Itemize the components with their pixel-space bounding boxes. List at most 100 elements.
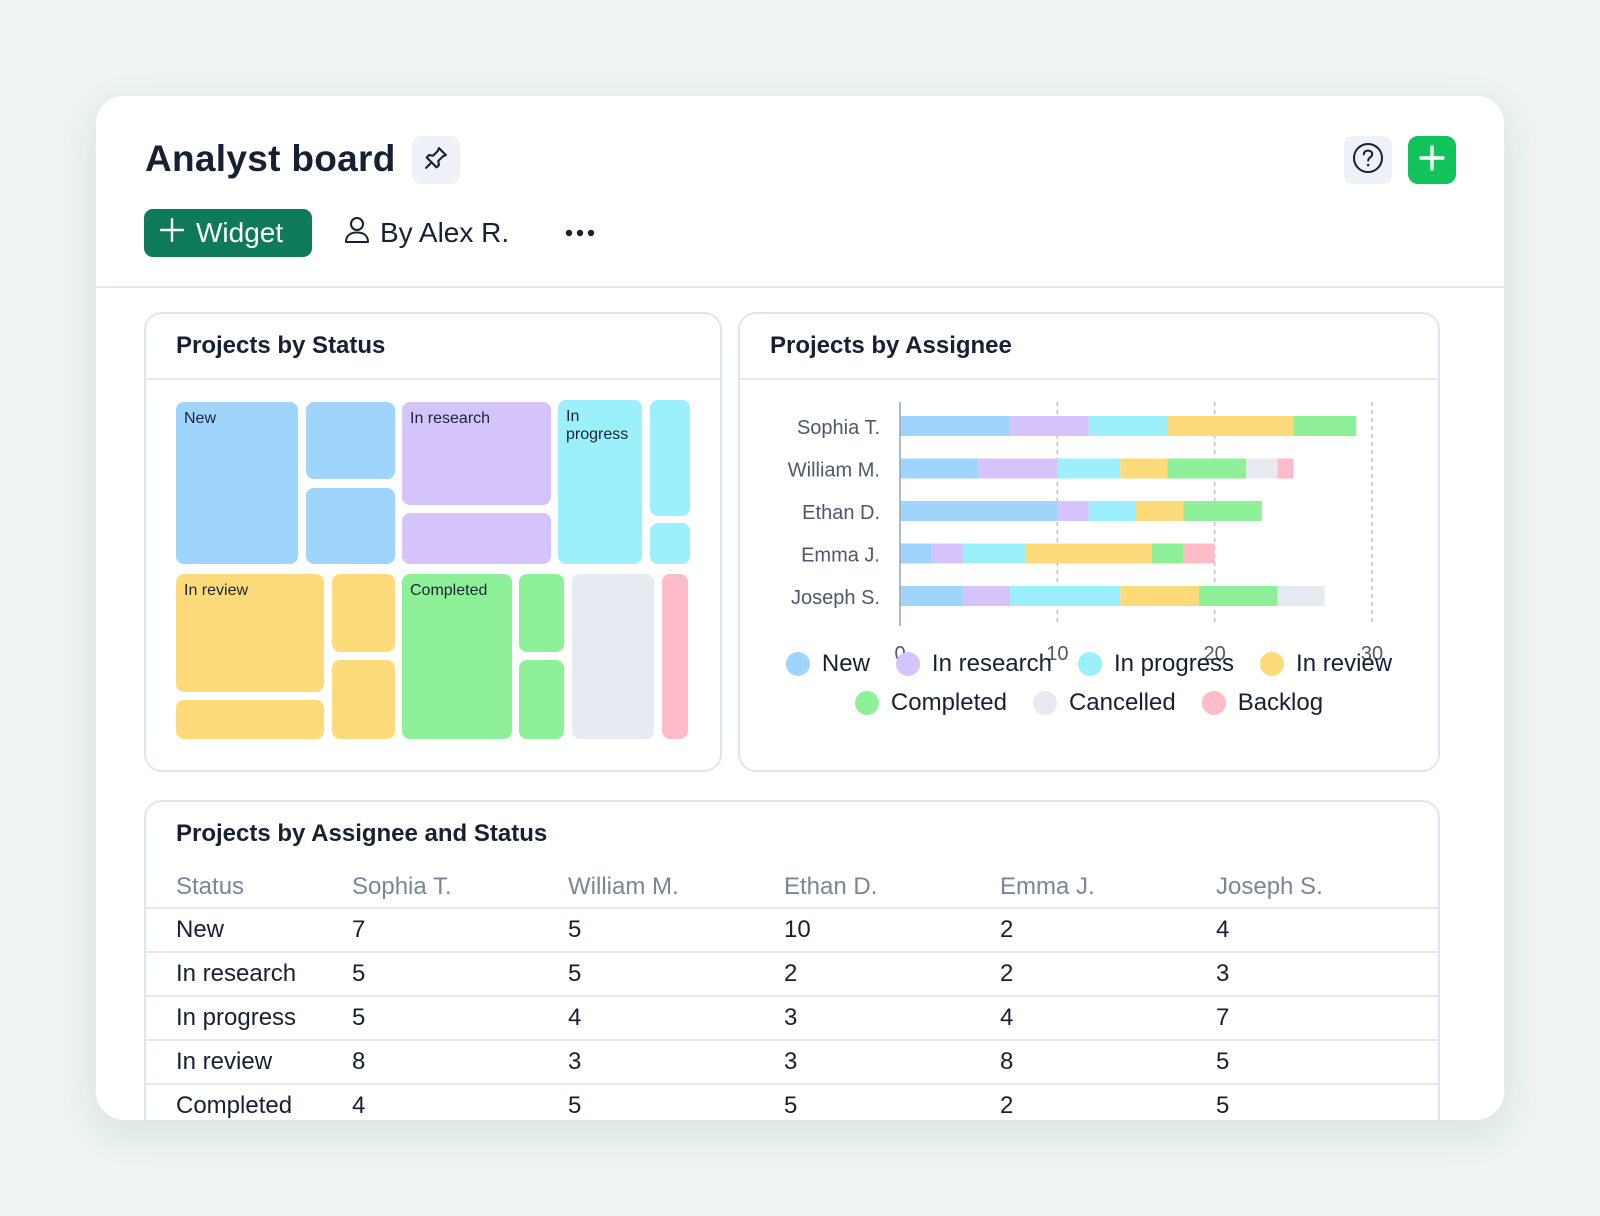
table-cell: 8	[1000, 1040, 1216, 1085]
bar-segment-in-review[interactable]	[1120, 586, 1199, 606]
treemap-tile-in-progress[interactable]	[650, 400, 690, 516]
bar-segment-new[interactable]	[900, 501, 1058, 521]
add-widget-button[interactable]: Widget	[144, 209, 312, 257]
bar-segment-completed[interactable]	[1293, 416, 1357, 436]
bar-segment-in-progress[interactable]	[1010, 586, 1121, 606]
table-cell: 5	[352, 952, 568, 997]
legend-item[interactable]: Cancelled	[1032, 689, 1176, 717]
bar-segment-in-review[interactable]	[1167, 416, 1294, 436]
treemap-tile-in-review[interactable]	[332, 574, 395, 652]
treemap-tile-in-research[interactable]: In research	[402, 402, 551, 505]
help-button[interactable]	[1344, 136, 1392, 184]
table-cell: New	[146, 908, 352, 953]
treemap-tile-in-review[interactable]: In review	[176, 574, 324, 692]
table-cell: 3	[784, 996, 1000, 1041]
pin-button[interactable]	[412, 136, 460, 184]
data-table: Status Sophia T. William M. Ethan D. Emma J.…	[146, 866, 1438, 1120]
projects-by-assignee-widget[interactable]: Projects by Assignee Sophia T. William M.…	[738, 312, 1440, 772]
column-header[interactable]: Joseph S.	[1216, 866, 1438, 909]
treemap-tile-in-progress[interactable]	[650, 523, 690, 564]
bar-segment-completed[interactable]	[1183, 501, 1262, 521]
stacked-bar-chart: Sophia T. William M. Ethan D. Emma J. Joseph…	[788, 402, 1383, 665]
table-header-row: Status Sophia T. William M. Ethan D. Emma J.…	[146, 866, 1438, 909]
bar-segment-in-review[interactable]	[1120, 458, 1168, 479]
bar-segment-backlog[interactable]	[1277, 458, 1294, 479]
treemap-tile-in-review[interactable]	[332, 660, 395, 739]
legend-item[interactable]: In progress	[1077, 650, 1234, 678]
legend-swatch	[1260, 652, 1285, 676]
legend-item[interactable]: Completed	[854, 689, 1007, 717]
table-row: In progress 5 4 3 4 7	[146, 996, 1438, 1041]
treemap-tile-completed[interactable]	[519, 660, 564, 739]
bar-segment-in-progress[interactable]	[962, 543, 1026, 564]
legend-row: Completed Cancelled Backlog	[740, 689, 1438, 717]
legend-label: In review	[1296, 650, 1393, 677]
more-options-button[interactable]	[560, 213, 600, 253]
treemap-tile-new[interactable]	[306, 488, 395, 564]
bar-segment-in-progress[interactable]	[1088, 501, 1136, 521]
pin-icon	[422, 144, 450, 177]
table-cell: 2	[784, 952, 1000, 997]
legend-item[interactable]: New	[785, 650, 870, 678]
bar-segment-cancelled[interactable]	[1246, 458, 1278, 479]
bar-segment-in-research[interactable]	[962, 586, 1011, 606]
column-header[interactable]: Emma J.	[1000, 866, 1216, 909]
bar-segment-new[interactable]	[900, 586, 963, 606]
bar-segment-completed[interactable]	[1151, 543, 1184, 564]
bar-segment-new[interactable]	[900, 543, 932, 564]
treemap-tile-cancelled[interactable]	[572, 574, 654, 739]
table-cell: 3	[1216, 952, 1438, 997]
column-header[interactable]: Ethan D.	[784, 866, 1000, 909]
projects-by-status-widget[interactable]: Projects by Status New In research In pr…	[144, 312, 722, 772]
table-cell: 2	[1000, 952, 1216, 997]
dashboard-card: Analyst board	[96, 96, 1504, 1120]
legend-label: In research	[931, 650, 1052, 677]
legend-swatch	[895, 652, 920, 676]
add-button[interactable]	[1408, 136, 1456, 184]
bar-segment-in-research[interactable]	[931, 543, 963, 564]
legend-item[interactable]: In research	[895, 650, 1052, 678]
tile-label: In progress	[566, 408, 629, 443]
table-cell: 5	[568, 1084, 784, 1120]
table-cell: 4	[352, 1084, 568, 1120]
treemap-tile-completed[interactable]: Completed	[402, 574, 512, 739]
board-header: Analyst board	[96, 96, 1504, 288]
column-header[interactable]: Status	[146, 866, 352, 909]
treemap-tile-completed[interactable]	[519, 574, 564, 652]
column-header[interactable]: Sophia T.	[352, 866, 568, 909]
widget-title: Projects by Assignee and Status	[176, 820, 548, 847]
bar-segment-cancelled[interactable]	[1277, 586, 1325, 606]
table-cell: 5	[352, 996, 568, 1041]
bar-segment-completed[interactable]	[1198, 586, 1278, 606]
table-cell: 5	[568, 952, 784, 997]
column-header[interactable]: William M.	[568, 866, 784, 909]
bar-segment-in-research[interactable]	[1010, 416, 1089, 436]
treemap-tile-in-research[interactable]	[402, 513, 551, 564]
treemap-tile-new[interactable]	[306, 402, 395, 479]
bar-segment-backlog[interactable]	[1183, 543, 1215, 564]
bar-segment-in-progress[interactable]	[1057, 458, 1121, 479]
table-cell: 4	[1000, 996, 1216, 1041]
bar-segment-new[interactable]	[900, 458, 979, 479]
legend-item[interactable]: Backlog	[1201, 689, 1323, 717]
treemap-tile-new[interactable]: New	[176, 402, 298, 564]
bar-segment-in-progress[interactable]	[1088, 416, 1168, 436]
bar-segment-in-review[interactable]	[1025, 543, 1152, 564]
table-cell: 8	[352, 1040, 568, 1085]
divider	[740, 378, 1438, 380]
bar-segment-in-research[interactable]	[1057, 501, 1089, 521]
bar-segment-in-research[interactable]	[978, 458, 1058, 479]
legend-swatch	[1201, 691, 1226, 715]
bar-segment-completed[interactable]	[1167, 458, 1247, 479]
treemap-tile-backlog[interactable]	[662, 574, 688, 739]
treemap-tile-in-progress[interactable]: In progress	[558, 400, 642, 564]
bar-segment-new[interactable]	[900, 416, 1011, 436]
treemap-tile-in-review[interactable]	[176, 700, 324, 739]
legend-item[interactable]: In review	[1260, 650, 1392, 678]
legend-row: New In research In progress In review	[740, 650, 1438, 678]
assignee-status-table-widget[interactable]: Projects by Assignee and Status Status So…	[144, 800, 1440, 1120]
category-label: Ethan D.	[802, 502, 880, 524]
owner-filter[interactable]: By Alex R.	[344, 209, 509, 257]
table-cell: 5	[1216, 1084, 1438, 1120]
bar-segment-in-review[interactable]	[1136, 501, 1184, 521]
